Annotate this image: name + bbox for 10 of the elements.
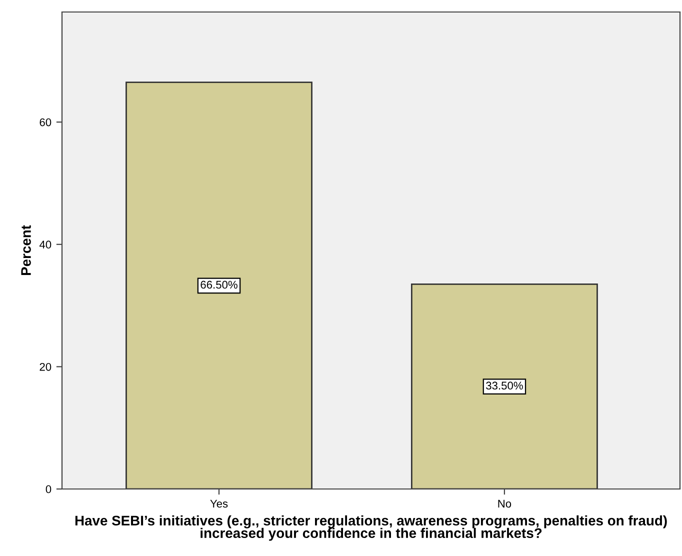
x-axis-title: Have SEBI’s initiatives (e.g., stricter regulations, awareness programs, penalties on fraud) increased your confidence in the financial markets? bbox=[75, 515, 667, 541]
y-tick-label: 40 bbox=[39, 240, 52, 249]
y-tick-label: 60 bbox=[40, 118, 52, 126]
y-axis-title: Percent bbox=[21, 225, 31, 276]
y-tick-label: 0 bbox=[46, 485, 52, 494]
x-tick-label: Yes bbox=[210, 500, 228, 508]
data-label: 33.50% bbox=[486, 382, 523, 390]
y-tick-label: 20 bbox=[40, 362, 52, 371]
x-tick-label: No bbox=[498, 500, 512, 508]
data-label: 66.50% bbox=[200, 280, 238, 289]
